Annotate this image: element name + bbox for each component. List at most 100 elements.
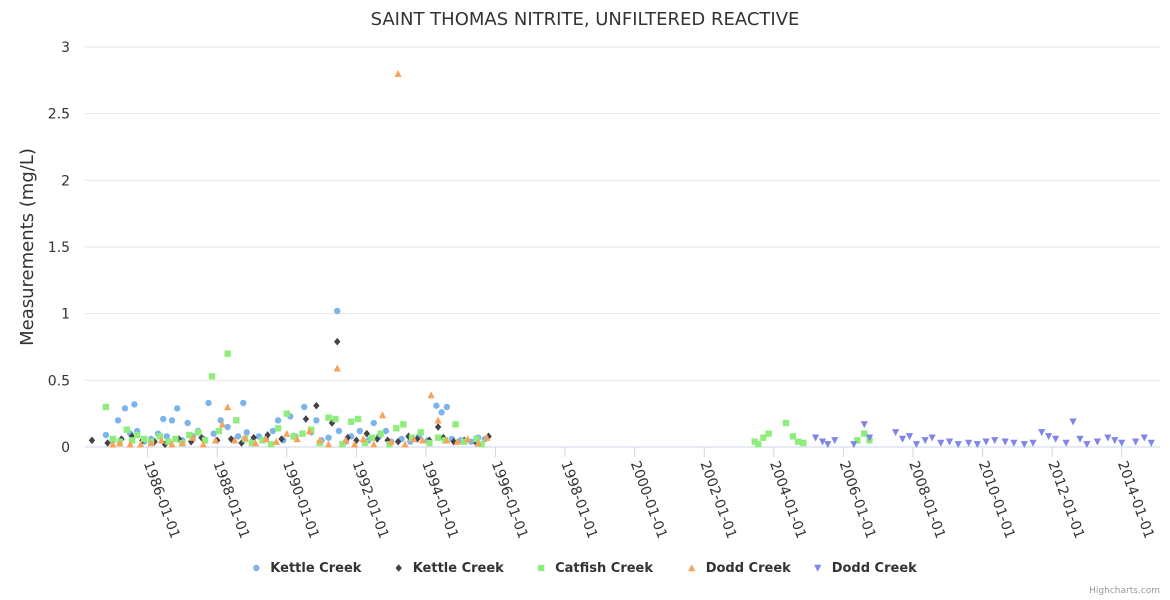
data-point[interactable] [1045,433,1053,441]
data-point[interactable] [418,436,427,444]
data-point[interactable] [401,440,409,448]
data-point[interactable] [443,403,451,411]
data-point[interactable] [305,427,313,435]
legend-label[interactable]: Kettle Creek [413,561,504,576]
data-point[interactable] [1076,435,1084,443]
data-point[interactable] [765,430,772,437]
data-point[interactable] [224,350,231,357]
data-point[interactable] [754,441,762,448]
legend-label[interactable]: Catfish Creek [555,561,653,576]
data-point[interactable] [760,434,767,441]
data-point[interactable] [230,436,239,444]
data-point[interactable] [243,429,250,436]
legend-item[interactable]: Kettle Creek [253,561,362,576]
data-point[interactable] [394,437,402,446]
data-point[interactable] [361,439,369,447]
data-point[interactable] [434,416,442,424]
data-point[interactable] [1020,441,1028,449]
data-point[interactable] [184,419,191,427]
data-point[interactable] [1132,438,1140,446]
data-point[interactable] [88,436,96,445]
data-point[interactable] [1093,438,1101,446]
data-point[interactable] [116,439,124,447]
data-point[interactable] [102,431,110,439]
data-point[interactable] [921,437,929,445]
data-point[interactable] [234,433,242,440]
data-point[interactable] [374,435,381,443]
data-point[interactable] [794,438,802,445]
data-point[interactable] [151,437,158,446]
legend-symbol[interactable] [395,564,402,572]
data-point[interactable] [178,439,187,447]
data-point[interactable] [370,419,377,427]
legend-label[interactable]: Dodd Creek [832,561,917,576]
data-point[interactable] [473,435,480,443]
data-point[interactable] [434,434,442,441]
data-point[interactable] [160,415,167,423]
data-point[interactable] [300,403,308,411]
data-point[interactable] [316,436,324,444]
data-point[interactable] [427,391,435,399]
data-point[interactable] [387,437,395,445]
data-point[interactable] [114,417,122,424]
legend-item[interactable]: Kettle Creek [395,561,505,576]
data-point[interactable] [453,437,461,445]
data-point[interactable] [335,427,343,435]
data-point[interactable] [824,441,832,449]
data-point[interactable] [186,431,193,439]
data-point[interactable] [173,405,181,412]
data-point[interactable] [233,417,240,424]
legend-item[interactable]: Dodd Creek [688,561,791,576]
data-point[interactable] [333,364,341,372]
data-point[interactable] [274,425,282,432]
data-point[interactable] [965,439,973,447]
data-point[interactable] [210,430,217,437]
data-point[interactable] [347,418,355,425]
data-point[interactable] [1118,439,1126,447]
data-point[interactable] [1062,439,1070,447]
data-point[interactable] [898,435,907,443]
data-point[interactable] [102,403,110,411]
data-point[interactable] [351,440,359,448]
data-point[interactable] [912,441,921,449]
data-point[interactable] [461,438,468,445]
data-point[interactable] [417,429,424,436]
data-point[interactable] [199,440,207,448]
data-point[interactable] [342,436,350,444]
data-point[interactable] [865,434,874,442]
data-point[interactable] [194,429,202,436]
legend-symbol[interactable] [814,564,822,572]
data-point[interactable] [438,409,445,416]
data-point[interactable] [474,439,482,447]
data-point[interactable] [954,441,962,449]
data-point[interactable] [325,434,332,441]
data-point[interactable] [156,433,163,440]
data-point[interactable] [937,439,945,447]
data-point[interactable] [850,441,858,449]
data-point[interactable] [109,440,117,448]
data-point[interactable] [394,69,402,77]
data-point[interactable] [478,441,485,448]
data-point[interactable] [123,426,130,433]
data-point[interactable] [861,430,868,437]
data-point[interactable] [982,438,990,446]
data-point[interactable] [267,441,275,448]
data-point[interactable] [359,435,367,443]
data-point[interactable] [483,433,491,441]
data-point[interactable] [283,429,291,437]
data-point[interactable] [201,437,209,444]
data-point[interactable] [408,434,416,441]
legend-label[interactable]: Dodd Creek [706,561,791,576]
data-point[interactable] [324,440,333,448]
data-point[interactable] [215,427,223,435]
data-point[interactable] [205,399,212,407]
data-point[interactable] [224,423,231,431]
data-point[interactable] [1104,434,1112,442]
data-point[interactable] [259,437,266,444]
data-point[interactable] [368,434,376,441]
data-point[interactable] [262,435,270,443]
data-point[interactable] [800,439,807,447]
data-point[interactable] [818,438,827,446]
legend-label[interactable]: Kettle Creek [270,561,361,576]
legend-item[interactable]: Dodd Creek [814,561,917,576]
